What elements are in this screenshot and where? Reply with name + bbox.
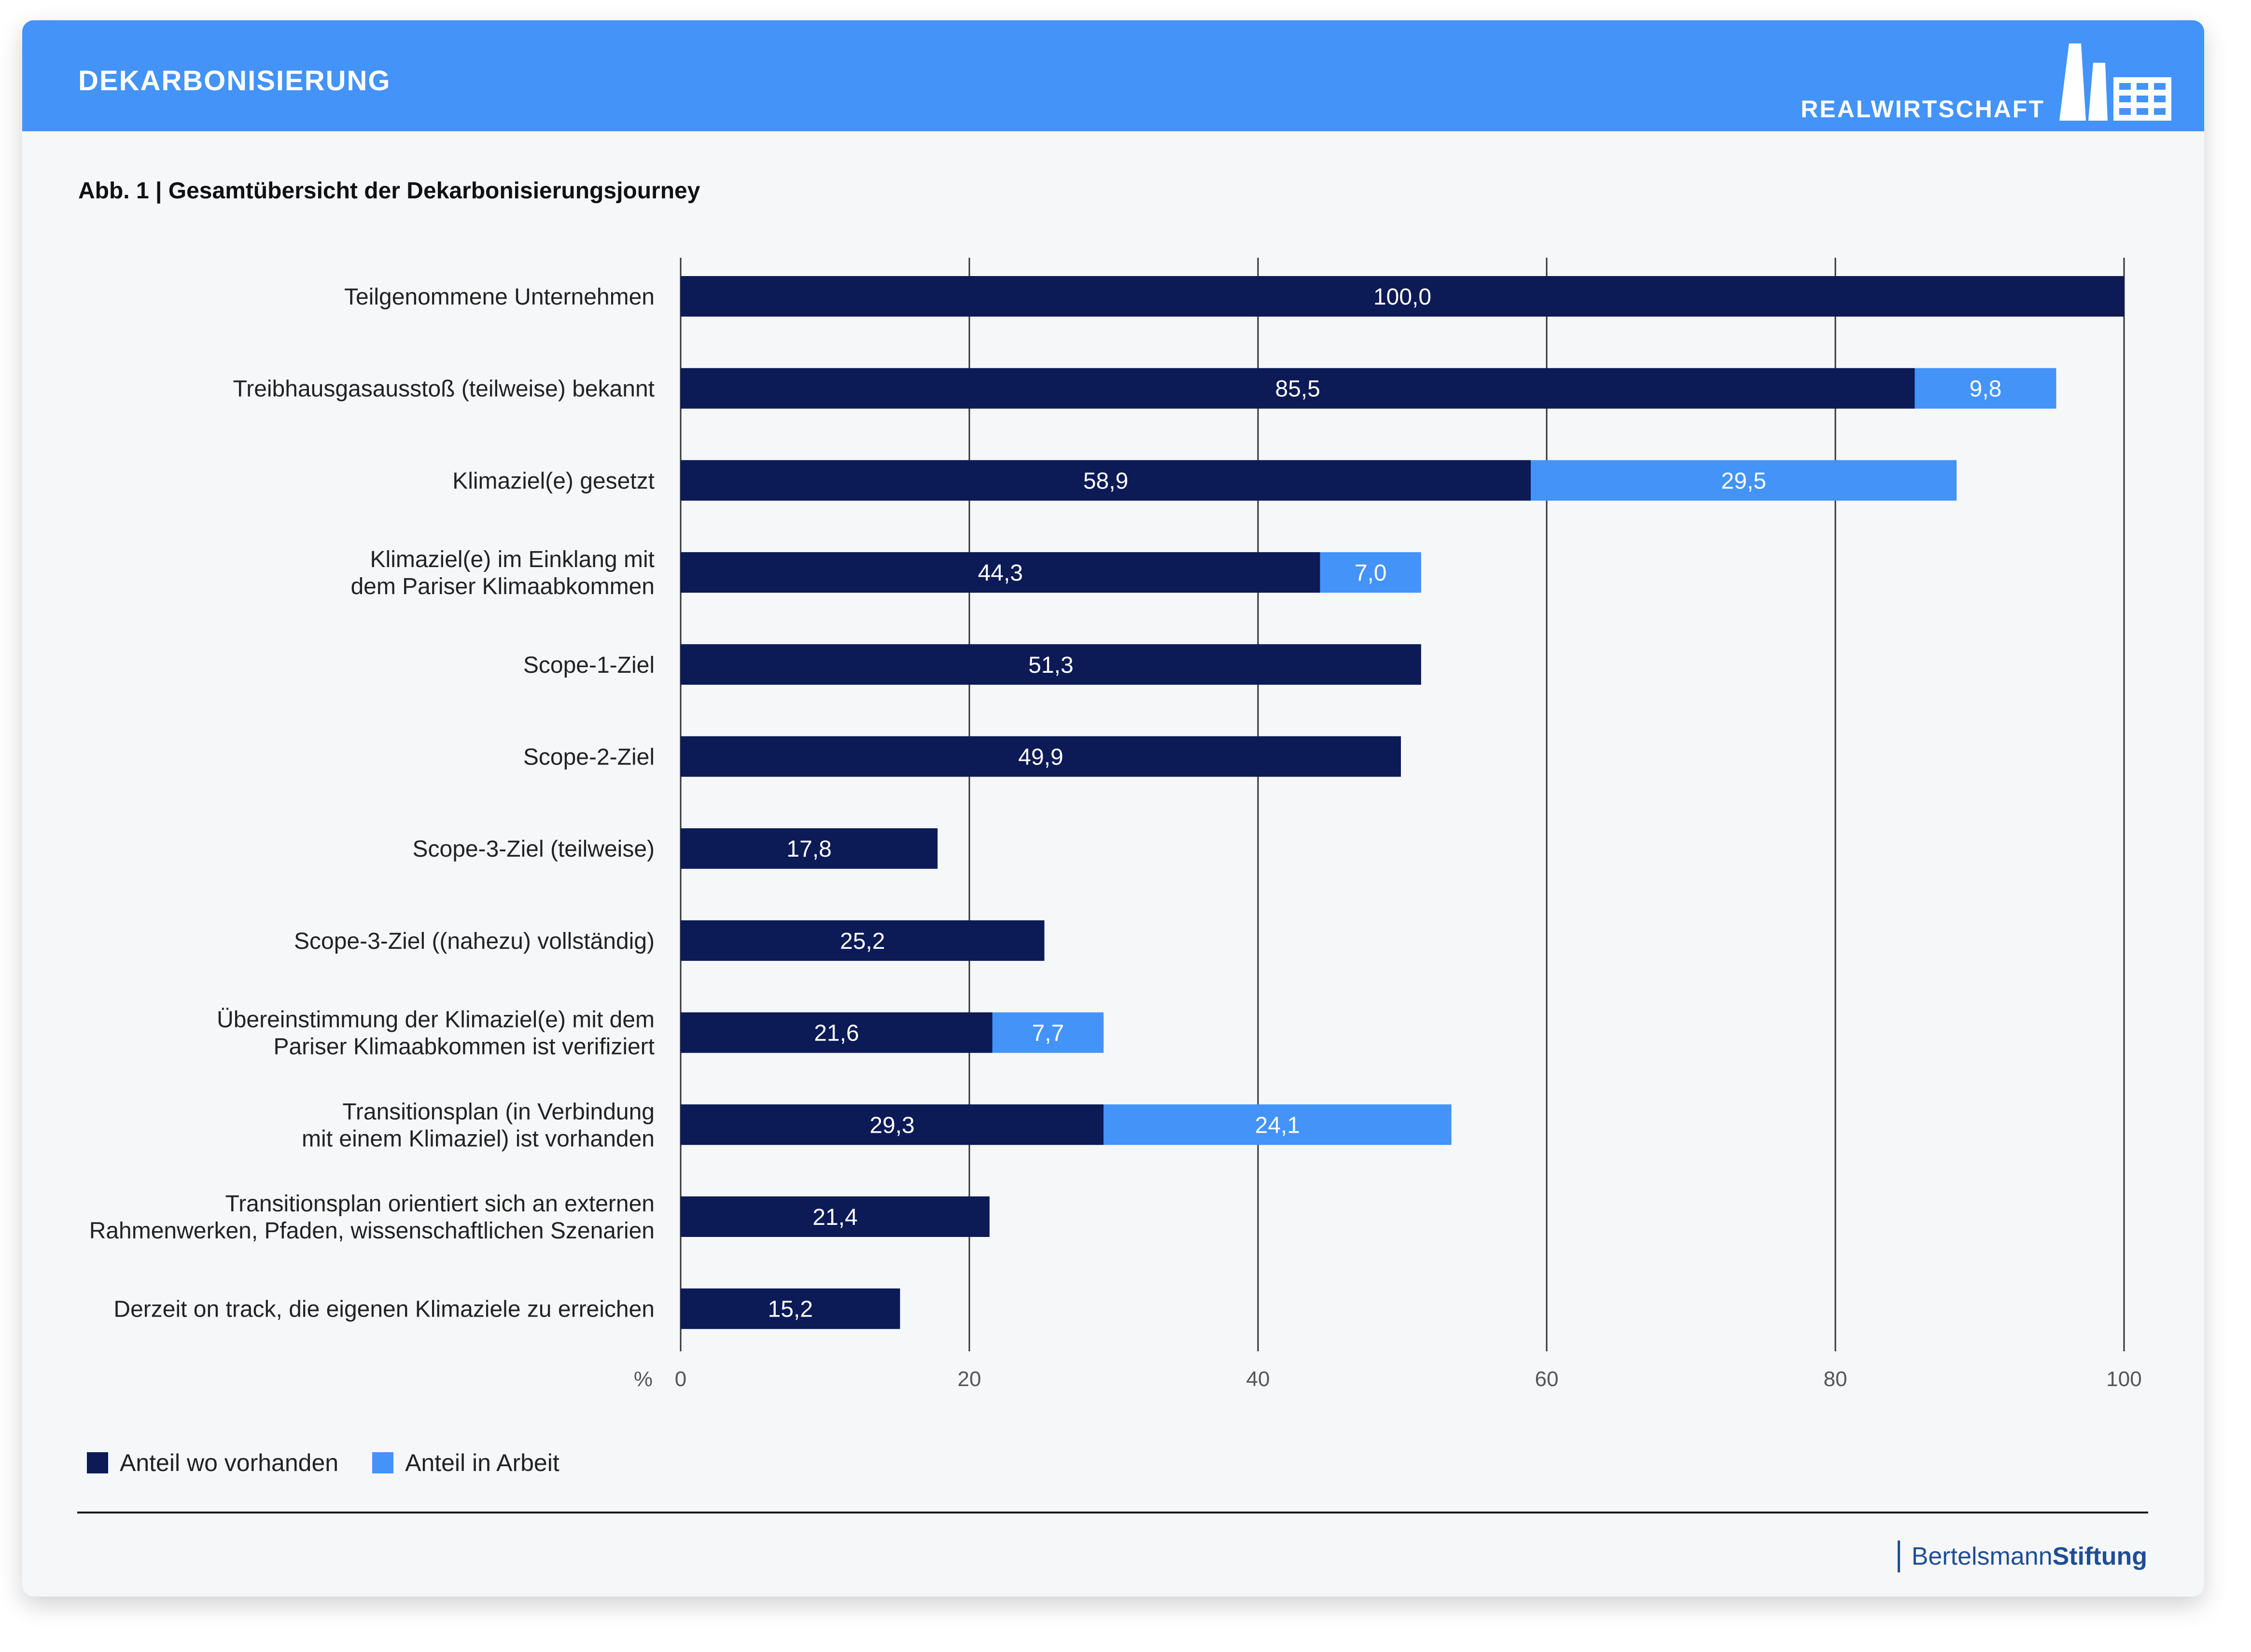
brand-regular: Bertelsmann [1911, 1542, 2053, 1570]
bar-existing [681, 368, 1915, 409]
bar-existing [681, 736, 1401, 777]
footer-divider [77, 1512, 2148, 1513]
bar-in-progress [1915, 368, 2056, 409]
bar-existing [681, 1012, 993, 1053]
data-label-existing: 21,4 [812, 1205, 857, 1230]
chart-legend: Anteil wo vorhanden Anteil in Arbeit [87, 1449, 593, 1477]
bar-existing [681, 552, 1320, 593]
legend-label-in-progress: Anteil in Arbeit [405, 1449, 559, 1476]
x-unit-label: % [634, 1367, 653, 1391]
legend-item-in-progress: Anteil in Arbeit [372, 1449, 559, 1477]
legend-swatch-in-progress [372, 1452, 394, 1473]
banner-section-label: REALWIRTSCHAFT [1801, 96, 2045, 123]
data-label-existing: 58,9 [1083, 468, 1128, 494]
category-label: Derzeit on track, die eigenen Klimaziele… [113, 1297, 655, 1322]
data-label-in-progress: 29,5 [1721, 468, 1766, 494]
bar-in-progress [1531, 460, 1957, 501]
data-label-existing: 21,6 [814, 1021, 859, 1046]
bar-in-progress [1104, 1104, 1452, 1145]
category-label: Rahmenwerken, Pfaden, wissenschaftlichen… [89, 1218, 655, 1244]
x-tick-label: 0 [675, 1367, 686, 1391]
bar-existing [681, 276, 2124, 317]
data-label-existing: 49,9 [1018, 745, 1063, 770]
bar-existing [681, 1104, 1104, 1145]
data-label-existing: 100,0 [1373, 284, 1431, 310]
legend-item-existing: Anteil wo vorhanden [87, 1449, 338, 1477]
legend-label-existing: Anteil wo vorhanden [120, 1449, 339, 1476]
data-label-existing: 85,5 [1275, 376, 1320, 402]
brand-bold: Stiftung [2052, 1542, 2147, 1570]
category-label: Transitionsplan (in Verbindung [342, 1099, 655, 1124]
category-label: mit einem Klimaziel) ist vorhanden [302, 1126, 655, 1152]
x-tick-label: 80 [1824, 1367, 1847, 1391]
category-label: Scope-2-Ziel [523, 745, 655, 770]
category-label: Treibhausgasausstoß (teilweise) bekannt [233, 376, 655, 402]
x-tick-label: 60 [1535, 1367, 1559, 1391]
category-label: Klimaziel(e) im Einklang mit [370, 547, 655, 572]
category-label: Teilgenommene Unternehmen [344, 284, 655, 310]
category-label: dem Pariser Klimaabkommen [350, 574, 655, 599]
data-label-existing: 17,8 [786, 836, 831, 862]
data-label-in-progress: 7,0 [1355, 560, 1387, 586]
bar-existing [681, 644, 1421, 685]
data-label-in-progress: 24,1 [1255, 1112, 1300, 1138]
category-label: Scope-3-Ziel (teilweise) [413, 836, 655, 862]
bar-existing [681, 828, 938, 869]
data-label-existing: 51,3 [1028, 652, 1073, 678]
x-tick-label: 40 [1246, 1367, 1270, 1391]
header-banner: DEKARBONISIERUNG REALWIRTSCHAFT [22, 20, 2204, 131]
data-label-existing: 44,3 [978, 560, 1023, 586]
data-label-in-progress: 9,8 [1970, 376, 2002, 402]
brand-logo: BertelsmannStiftung [1897, 1541, 2147, 1572]
bar-in-progress [992, 1012, 1104, 1053]
data-label-existing: 25,2 [840, 929, 885, 954]
x-tick-label: 100 [2106, 1367, 2141, 1391]
figure-title: Abb. 1 | Gesamtübersicht der Dekarbonisi… [78, 178, 700, 204]
data-label-existing: 29,3 [869, 1112, 914, 1138]
x-tick-label: 20 [958, 1367, 981, 1391]
bar-existing [681, 460, 1531, 501]
legend-swatch-existing [87, 1452, 108, 1473]
data-label-existing: 15,2 [768, 1297, 813, 1322]
figure-card: DEKARBONISIERUNG REALWIRTSCHAFT Abb. 1 |… [22, 20, 2204, 1596]
bar-in-progress [1320, 552, 1421, 593]
category-label: Übereinstimmung der Klimaziel(e) mit dem [217, 1007, 655, 1033]
category-label: Scope-3-Ziel ((nahezu) vollständig) [294, 929, 655, 954]
bar-existing [681, 1288, 900, 1329]
bar-existing [681, 1196, 990, 1237]
category-label: Transitionsplan orientiert sich an exter… [225, 1191, 655, 1217]
bar-chart: 0 20 40 60 80 100% 100,0 Teilgenommene Unterneh… [89, 258, 2142, 1391]
category-label: Scope-1-Ziel [523, 652, 655, 678]
banner-title: DEKARBONISIERUNG [78, 65, 391, 97]
category-label: Klimaziel(e) gesetzt [452, 468, 655, 494]
bar-existing [681, 920, 1045, 961]
category-label: Pariser Klimaabkommen ist verifiziert [273, 1034, 655, 1060]
factory-icon [2059, 43, 2171, 121]
data-label-in-progress: 7,7 [1032, 1021, 1064, 1046]
